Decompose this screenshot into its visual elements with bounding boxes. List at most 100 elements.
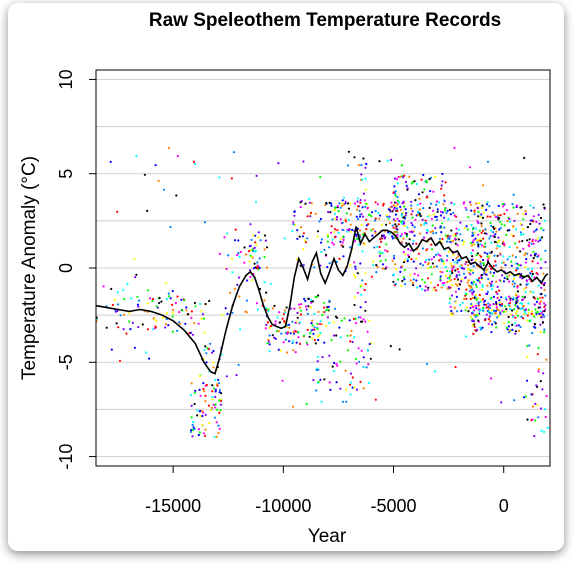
data-point	[203, 221, 206, 224]
data-point	[522, 228, 525, 231]
data-point	[325, 309, 328, 312]
data-point	[544, 294, 547, 297]
data-point	[373, 219, 376, 222]
data-point	[345, 400, 348, 403]
data-point	[252, 267, 255, 270]
data-point	[452, 234, 455, 237]
data-point	[346, 164, 350, 167]
data-point	[123, 298, 126, 301]
data-point	[539, 267, 543, 270]
data-point	[192, 426, 195, 429]
data-point	[236, 253, 239, 257]
data-point	[444, 209, 447, 212]
data-point	[527, 282, 530, 285]
data-point	[183, 299, 186, 302]
data-point	[499, 312, 502, 315]
data-point	[540, 258, 543, 261]
data-point	[472, 332, 475, 335]
data-point	[469, 241, 473, 245]
data-point	[373, 246, 376, 249]
data-point	[524, 261, 528, 264]
data-point	[415, 242, 418, 245]
data-point	[507, 304, 510, 307]
data-point	[413, 226, 416, 229]
data-point	[492, 234, 495, 237]
data-point	[426, 248, 429, 251]
data-point	[535, 272, 538, 275]
data-point	[297, 303, 301, 306]
data-point	[510, 309, 514, 312]
data-point	[353, 296, 356, 299]
data-point	[464, 335, 467, 338]
data-point	[278, 321, 282, 324]
data-point	[446, 209, 449, 212]
data-point	[460, 267, 464, 270]
data-point	[432, 232, 435, 235]
data-point	[399, 220, 403, 223]
data-point	[443, 194, 446, 197]
data-point	[415, 257, 418, 260]
data-point	[446, 287, 449, 290]
data-point	[453, 214, 456, 217]
data-point	[335, 362, 338, 366]
data-point	[354, 265, 357, 268]
data-point	[332, 334, 336, 337]
data-point	[402, 237, 405, 240]
data-point	[543, 206, 546, 209]
data-point	[157, 179, 160, 182]
data-point	[364, 272, 367, 275]
data-point	[364, 166, 367, 169]
data-point	[422, 173, 425, 177]
data-point	[378, 217, 381, 220]
data-point	[322, 310, 325, 314]
data-point	[255, 243, 258, 246]
data-point	[427, 286, 430, 289]
data-point	[299, 321, 302, 324]
data-point	[490, 250, 493, 253]
data-point	[500, 266, 503, 269]
data-point	[486, 284, 489, 287]
data-point	[519, 264, 523, 267]
data-point	[498, 303, 501, 306]
data-point	[122, 313, 126, 316]
data-point	[349, 340, 352, 343]
data-point	[342, 235, 345, 238]
data-point	[459, 233, 462, 236]
data-point	[445, 259, 449, 262]
data-point	[208, 299, 211, 303]
data-point	[109, 160, 112, 163]
data-point	[380, 237, 384, 240]
data-point	[463, 227, 466, 230]
data-point	[529, 272, 532, 275]
data-point	[154, 325, 157, 328]
data-point	[494, 322, 497, 325]
data-point	[410, 207, 413, 210]
data-point	[542, 372, 545, 375]
data-point	[403, 278, 406, 281]
data-point	[482, 306, 485, 309]
data-point	[327, 305, 330, 308]
data-point	[201, 410, 204, 413]
data-point	[456, 268, 459, 271]
data-point	[467, 284, 471, 287]
data-point	[176, 155, 179, 158]
data-point	[489, 303, 492, 307]
data-point	[392, 236, 395, 239]
data-point	[405, 212, 408, 215]
data-point	[511, 298, 515, 301]
data-point	[521, 317, 525, 320]
data-point	[544, 304, 547, 307]
data-point	[525, 280, 529, 283]
data-point	[219, 403, 222, 406]
data-point	[359, 320, 363, 323]
data-point	[264, 239, 267, 242]
data-point	[490, 241, 493, 244]
data-point	[218, 399, 221, 402]
data-point	[459, 265, 462, 268]
data-point	[426, 215, 429, 218]
data-point	[520, 315, 523, 318]
data-point	[435, 265, 438, 268]
data-point	[256, 267, 259, 270]
data-point	[479, 255, 483, 258]
data-point	[469, 297, 472, 301]
